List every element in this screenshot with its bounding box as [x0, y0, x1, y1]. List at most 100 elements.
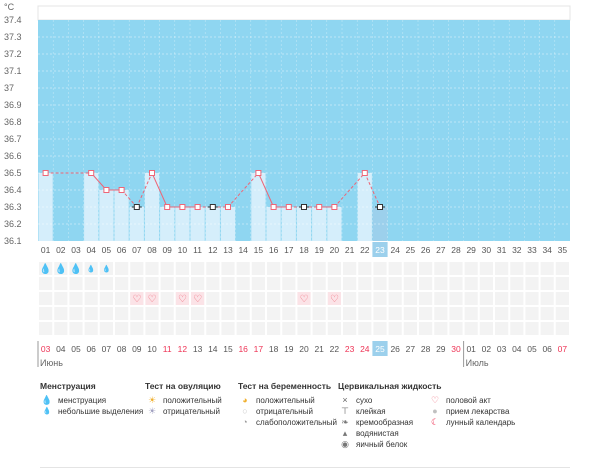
cycle-day-label: 30 [482, 245, 492, 255]
legend-spotting-label: небольшие выделения [58, 407, 144, 416]
symptom-cell [327, 307, 341, 320]
symptom-cell [282, 322, 296, 335]
legend-ovulation-negative: отрицательный [163, 407, 220, 416]
cycle-day-label: 21 [345, 245, 355, 255]
symptom-cell [540, 292, 554, 305]
intercourse-cell [327, 292, 341, 305]
symptom-cell [236, 262, 250, 275]
calendar-date-label: 01 [466, 344, 476, 354]
symptom-cell [282, 277, 296, 290]
symptom-cell [343, 322, 357, 335]
today-date-highlight [372, 341, 388, 356]
legend-menstruation: Менструация 💧 менструация 💧 небольшие выде… [40, 381, 143, 417]
y-tick-label: 36.3 [4, 202, 22, 212]
symptom-cell [191, 322, 205, 335]
symptom-cell [69, 262, 83, 275]
menstruation-icon: 💧 [39, 262, 51, 275]
watery-icon: ▴ [342, 428, 348, 438]
temperature-point [118, 187, 125, 193]
symptom-cell [479, 307, 493, 320]
symptom-cell [206, 322, 220, 335]
symptom-cell [510, 322, 524, 335]
symptom-cell [434, 262, 448, 275]
symptom-cell [221, 262, 235, 275]
legend-pregnancy: Тест на беременность ◕ положительный ○ отр… [238, 381, 337, 428]
symptom-cell [343, 292, 357, 305]
symptom-cell [39, 262, 53, 275]
symptom-cell [312, 307, 326, 320]
symptom-cell [525, 277, 539, 290]
pill-icon: ● [432, 406, 438, 416]
drop-light-icon: 💧 [42, 408, 52, 415]
symptom-cell [99, 277, 113, 290]
symptom-cell [282, 292, 296, 305]
temperature-bar [99, 190, 114, 241]
month-label: Июнь [40, 358, 63, 368]
cycle-day-label: 08 [147, 245, 157, 255]
symptom-cell [99, 307, 113, 320]
symptom-cell [449, 292, 463, 305]
symptom-cell [175, 262, 189, 275]
symptom-cell [69, 277, 83, 290]
symptom-cell [525, 292, 539, 305]
symptom-cell [221, 322, 235, 335]
moon-icon: ☾ [430, 417, 440, 427]
symptom-cell [297, 322, 311, 335]
cycle-day-label: 09 [162, 245, 172, 255]
symptom-cell [267, 307, 281, 320]
symptom-cell [39, 277, 53, 290]
symptom-cell [434, 322, 448, 335]
symptom-cell [495, 307, 509, 320]
symptom-cell [251, 277, 265, 290]
symptom-cell [403, 307, 417, 320]
spotting-icon: 💧 [87, 264, 96, 273]
cycle-day-label: 19 [314, 245, 324, 255]
symptom-cell [99, 262, 113, 275]
symptom-cell [251, 292, 265, 305]
symptom-cell [145, 277, 159, 290]
legend-cervical-title: Цервикальная жидкость [338, 381, 442, 391]
symptom-cell [297, 277, 311, 290]
intercourse-cell [191, 292, 205, 305]
calendar-date-label: 05 [527, 344, 537, 354]
calendar-date-label: 06 [86, 344, 96, 354]
calendar-date-label: 07 [102, 344, 112, 354]
heart-icon: ♡ [148, 294, 157, 305]
calendar-date-label: 12 [178, 344, 188, 354]
calendar-date-label: 23 [345, 344, 355, 354]
symptom-cell [115, 292, 129, 305]
symptom-cell [327, 262, 341, 275]
symptom-cell [327, 322, 341, 335]
symptom-cell [191, 262, 205, 275]
calendar-date-label: 19 [284, 344, 294, 354]
symptom-cell [358, 307, 372, 320]
calendar-date-label: 03 [497, 344, 507, 354]
symptom-cell [236, 307, 250, 320]
symptom-cell [373, 322, 387, 335]
symptom-cell [403, 262, 417, 275]
y-tick-label: 36.6 [4, 151, 22, 161]
calendar-date-label: 04 [512, 344, 522, 354]
temperature-point [88, 170, 95, 176]
calendar-date-label: 10 [147, 344, 157, 354]
cycle-day-label: 11 [193, 245, 202, 255]
symptom-cell [495, 322, 509, 335]
calendar-date-label: 28 [421, 344, 431, 354]
cycle-day-label: 34 [542, 245, 552, 255]
temperature-bar [190, 207, 205, 241]
temperature-point [270, 204, 277, 210]
symptom-cell [251, 262, 265, 275]
symptom-cell [160, 292, 174, 305]
symptom-cell [434, 292, 448, 305]
symptom-cell [525, 307, 539, 320]
symptom-cell [130, 307, 144, 320]
cycle-day-label: 25 [406, 245, 416, 255]
legend-ovulation: Тест на овуляцию ☀ положительный ☀ отрицат… [145, 381, 222, 417]
symptom-cell [160, 322, 174, 335]
symptom-cell [312, 322, 326, 335]
intercourse-cell [175, 292, 189, 305]
symptom-cell [84, 307, 98, 320]
cycle-day-label: 32 [512, 245, 522, 255]
temperature-segment [334, 172, 366, 208]
temperature-point [209, 204, 216, 210]
